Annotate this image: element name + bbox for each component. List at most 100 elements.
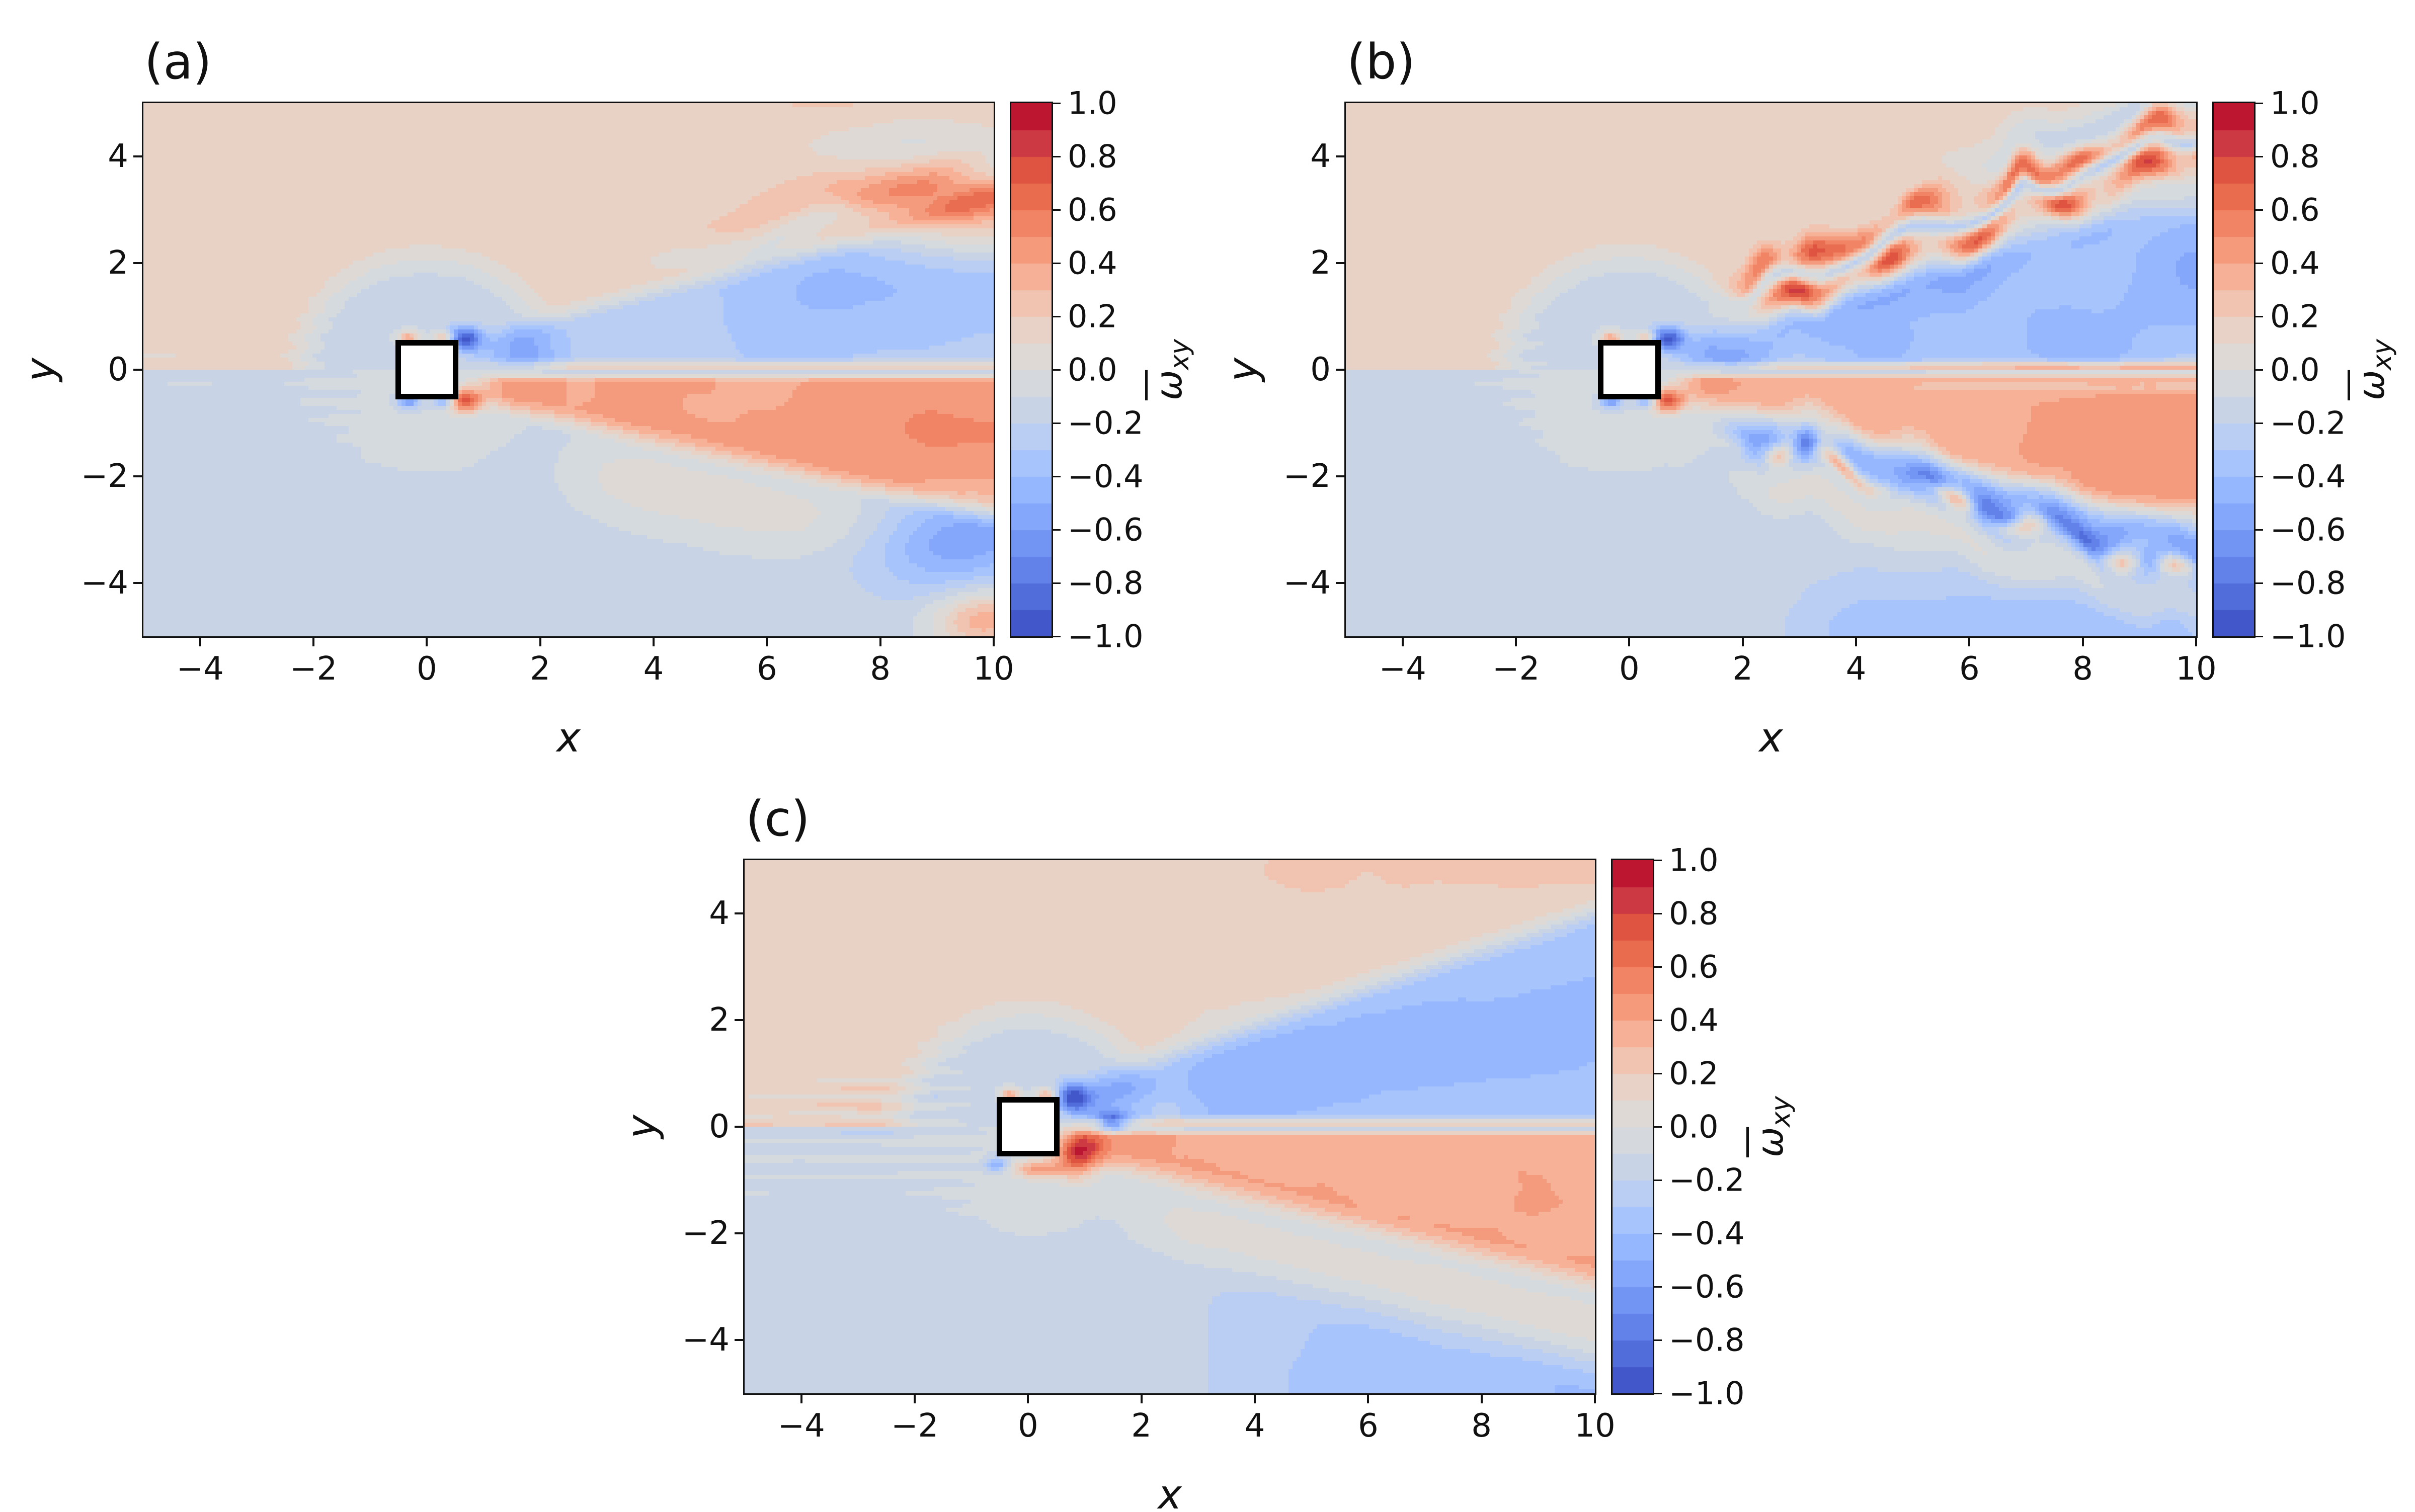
- colorbar-tick-mark: [2254, 529, 2263, 531]
- x-tick-mark: [800, 1393, 802, 1403]
- y-tick-mark: [735, 1126, 745, 1128]
- x-tick-label: 6: [1357, 1407, 1379, 1445]
- y-axis-label-b: y: [1219, 358, 1266, 382]
- x-tick-label: 2: [1732, 650, 1753, 688]
- colorbar-tick-mark: [1052, 475, 1061, 477]
- y-tick-label: −2: [682, 1215, 730, 1252]
- x-tick-mark: [1254, 1393, 1256, 1403]
- colorbar-tick-mark: [2254, 209, 2263, 211]
- x-tick-mark: [914, 1393, 916, 1403]
- x-tick-label: −4: [777, 1407, 825, 1445]
- x-tick-mark: [1515, 636, 1517, 646]
- colorbar-tick-mark: [2254, 155, 2263, 157]
- colorbar-tick-label: 0.8: [2270, 138, 2320, 175]
- obstacle-square-a: [395, 340, 458, 399]
- colorbar-c: 1.0 0.8 0.6 0.4 0.2 0.0 −0.2 −0.4 −0.6 −0.8 −1.0 ω…: [1611, 842, 1796, 1412]
- colorbar-tick-label: −0.6: [2270, 511, 2346, 548]
- x-axis-label-c: x: [1158, 1471, 1182, 1512]
- contour-canvas-b: [1346, 103, 2196, 636]
- y-tick-label: 4: [709, 895, 730, 932]
- x-tick-label: 10: [973, 650, 1014, 688]
- colorbar-tick-mark: [2254, 475, 2263, 477]
- colorbar-tick-mark: [1653, 1126, 1662, 1128]
- x-tick-mark: [653, 636, 655, 646]
- y-tick-mark: [1336, 155, 1346, 157]
- x-tick-label: 2: [530, 650, 551, 688]
- x-tick-label: −2: [891, 1407, 939, 1445]
- y-tick-label: 2: [709, 1001, 730, 1039]
- x-tick-label: 4: [643, 650, 664, 688]
- colorbar-tick-label: −0.6: [1669, 1268, 1745, 1305]
- x-tick-mark: [1741, 636, 1744, 646]
- colorbar-tick-label: −0.2: [1068, 404, 1144, 442]
- x-tick-mark: [312, 636, 314, 646]
- colorbar-tick-mark: [2254, 315, 2263, 317]
- x-tick-mark: [2081, 636, 2084, 646]
- colorbar-tick-label: 0.6: [1068, 191, 1117, 228]
- panel-c: (c) −4 −2 0 2 4 6 8 10 4 2 0 −2 −4 x y: [618, 791, 1616, 1512]
- y-tick-mark: [1336, 582, 1346, 584]
- x-tick-mark: [199, 636, 201, 646]
- x-tick-label: 6: [1959, 650, 1980, 688]
- panel-label-a: (a): [144, 34, 212, 90]
- colorbar-tick-mark: [1653, 1286, 1662, 1288]
- panel-label-b: (b): [1347, 34, 1415, 90]
- y-axis-label-c: y: [618, 1115, 665, 1139]
- colorbar-tick-mark: [1052, 209, 1061, 211]
- y-tick-mark: [735, 912, 745, 914]
- colorbar-tick-mark: [2254, 582, 2263, 584]
- y-tick-mark: [735, 1232, 745, 1234]
- y-tick-mark: [1336, 475, 1346, 477]
- y-tick-mark: [735, 1339, 745, 1341]
- colorbar-b: 1.0 0.8 0.6 0.4 0.2 0.0 −0.2 −0.4 −0.6 −0.8 −1.0 ω…: [2212, 85, 2397, 655]
- colorbar-tick-label: −1.0: [1669, 1375, 1745, 1412]
- x-tick-label: 2: [1131, 1407, 1152, 1445]
- x-tick-label: −2: [1492, 650, 1540, 688]
- x-tick-label: 10: [1574, 1407, 1616, 1445]
- y-tick-label: −4: [80, 564, 128, 602]
- x-tick-mark: [766, 636, 768, 646]
- x-tick-label: 0: [1619, 650, 1640, 688]
- colorbar-gradient-b: [2214, 103, 2254, 636]
- x-tick-mark: [539, 636, 541, 646]
- y-tick-label: 4: [108, 138, 128, 175]
- colorbar-tick-mark: [1052, 635, 1061, 637]
- x-tick-mark: [879, 636, 881, 646]
- colorbar-tick-mark: [2254, 102, 2263, 104]
- colorbar-tick-label: −0.8: [1669, 1321, 1745, 1359]
- colorbar-tick-label: −1.0: [2270, 618, 2346, 655]
- colorbar-tick-label: 0.2: [2270, 298, 2320, 335]
- x-tick-mark: [1027, 1393, 1029, 1403]
- colorbar-label-b: ωxy: [2350, 339, 2397, 400]
- x-tick-mark: [993, 636, 995, 646]
- x-tick-mark: [1628, 636, 1631, 646]
- colorbar-tick-label: 0.2: [1068, 298, 1117, 335]
- colorbar-tick-mark: [1653, 1339, 1662, 1341]
- colorbar-tick-label: 0.8: [1669, 895, 1719, 932]
- y-tick-mark: [133, 582, 143, 584]
- colorbar-tick-label: −0.4: [1068, 458, 1144, 495]
- x-tick-label: 8: [1471, 1407, 1492, 1445]
- omega-symbol: ω: [1749, 1127, 1791, 1157]
- x-tick-label: 0: [416, 650, 437, 688]
- y-tick-label: −2: [80, 458, 128, 495]
- colorbar-tick-mark: [1653, 1072, 1662, 1074]
- colorbar-tick-mark: [1653, 1179, 1662, 1181]
- y-tick-label: 4: [1310, 138, 1331, 175]
- colorbar-a: 1.0 0.8 0.6 0.4 0.2 0.0 −0.2 −0.4 −0.6 −0.8 −1.0 ω…: [1010, 85, 1195, 655]
- colorbar-tick-label: 1.0: [1669, 842, 1719, 879]
- x-tick-label: 8: [2072, 650, 2094, 688]
- y-tick-label: 0: [108, 351, 128, 388]
- y-tick-label: −4: [1283, 564, 1331, 602]
- colorbar-tick-mark: [1052, 582, 1061, 584]
- colorbar-tick-mark: [2254, 262, 2263, 264]
- omega-symbol: ω: [2350, 370, 2392, 400]
- x-tick-mark: [1968, 636, 1971, 646]
- colorbar-tick-label: −0.2: [2270, 404, 2346, 442]
- y-tick-label: −4: [682, 1321, 730, 1359]
- colorbar-tick-label: 0.4: [1669, 1001, 1719, 1039]
- colorbar-tick-label: −0.2: [1669, 1161, 1745, 1199]
- colorbar-tick-label: −0.8: [1068, 564, 1144, 602]
- x-tick-label: −2: [289, 650, 338, 688]
- colorbar-tick-label: −0.6: [1068, 511, 1144, 548]
